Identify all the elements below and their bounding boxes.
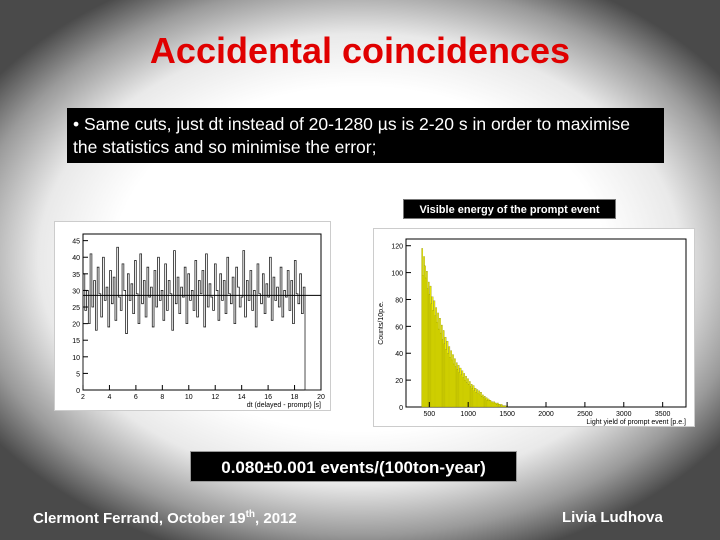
- dt-histogram-panel: 0 5 10 15 20 25 30 35 40 45 2 4 6 8 10 12 14 16 18 20 dt (de…: [54, 221, 331, 411]
- x-tick-label: 16: [264, 394, 272, 401]
- x-tick-label: 2000: [538, 411, 554, 418]
- y-tick-label: 20: [72, 322, 80, 329]
- y-tick-label: 100: [391, 271, 403, 278]
- y-tick-label: 30: [72, 288, 80, 295]
- x-tick-label: 8: [160, 394, 164, 401]
- y-axis-label: Counts/10p.e.: [378, 301, 385, 345]
- y-tick-label: 5: [76, 371, 80, 378]
- x-tick-label: 10: [185, 394, 193, 401]
- y-tick-label: 40: [72, 255, 80, 262]
- x-tick-label: 1500: [499, 411, 515, 418]
- x-tick-label: 3000: [616, 411, 632, 418]
- x-tick-label: 4: [107, 394, 111, 401]
- x-tick-label: 20: [317, 394, 325, 401]
- x-tick-label: 18: [291, 394, 299, 401]
- y-tick-label: 60: [395, 324, 403, 331]
- x-tick-label: 1000: [460, 411, 476, 418]
- footer-right: Livia Ludhova: [562, 509, 663, 526]
- footer-left-text: Clermont Ferrand, October 19: [33, 510, 246, 527]
- y-tick-label: 20: [395, 378, 403, 385]
- bullet-text: • Same cuts, just dt instead of 20-1280 …: [73, 114, 631, 157]
- x-tick-label: 2: [81, 394, 85, 401]
- y-tick-label: 15: [72, 338, 80, 345]
- y-tick-label: 40: [395, 351, 403, 358]
- x-tick-label: 12: [211, 394, 219, 401]
- y-tick-label: 25: [72, 305, 80, 312]
- x-axis-label: Light yield of prompt event [p.e.]: [586, 419, 686, 426]
- x-tick-label: 2500: [577, 411, 593, 418]
- y-tick-label: 10: [72, 355, 80, 362]
- y-tick-label: 0: [399, 405, 403, 412]
- bullet-box: • Same cuts, just dt instead of 20-1280 …: [67, 108, 664, 163]
- footer-left-sup: th: [245, 509, 256, 520]
- y-tick-label: 35: [72, 272, 80, 279]
- x-tick-label: 6: [134, 394, 138, 401]
- light-yield-histogram-chart: 0 20 40 60 80 100 120 500 1000 1500 2000 2500 3000 35…: [378, 238, 687, 426]
- plot-frame: [82, 233, 322, 391]
- y-tick-label: 0: [76, 388, 80, 395]
- y-tick-label: 45: [72, 239, 80, 246]
- slide-title: Accidental coincidences: [149, 30, 571, 71]
- y-tick-label: 120: [391, 244, 403, 251]
- footer-left: Clermont Ferrand, October 19th, 2012: [33, 509, 297, 527]
- x-tick-label: 500: [423, 411, 435, 418]
- x-axis-label: dt (delayed - prompt) [s]: [247, 402, 321, 409]
- footer-left-year: , 2012: [255, 510, 297, 527]
- dt-histogram-line: [82, 246, 321, 391]
- x-tick-label: 14: [238, 394, 246, 401]
- histogram-bar: [504, 405, 507, 408]
- y-tick-label: 80: [395, 297, 403, 304]
- x-tick-label: 3500: [655, 411, 671, 418]
- result-box: 0.080±0.001 events/(100ton-year): [190, 451, 517, 482]
- plot-caption: Visible energy of the prompt event: [403, 199, 616, 219]
- light-yield-histogram-panel: 0 20 40 60 80 100 120 500 1000 1500 2000 2500 3000 35…: [373, 228, 695, 427]
